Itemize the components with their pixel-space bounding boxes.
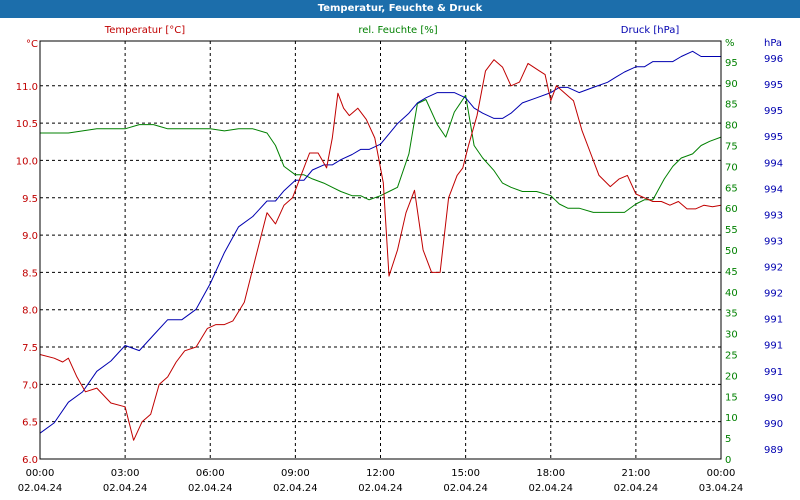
plot-frame [39, 40, 722, 460]
temperature-tick-label: 10.0 [16, 156, 38, 167]
chart-canvas: 00:00 02.04.24 03:00 02.04.24 06:00 02.04.24 0… [16, 25, 783, 494]
humidity-tick-label: 45 [725, 267, 738, 278]
humidity-tick-label: 80 [725, 121, 738, 132]
temperature-unit-label: °C [26, 39, 38, 50]
humidity-tick-label: 5 [725, 434, 731, 445]
legend-pressure: Druck [hPa] [621, 25, 680, 36]
humidity-tick-label: 20 [725, 371, 738, 382]
pressure-tick-label: 989 [764, 445, 783, 456]
pressure-tick-label: 995 [764, 132, 783, 143]
humidity-tick-label: 10 [725, 413, 738, 424]
temperature-tick-label: 9.0 [22, 231, 38, 242]
temperature-tick-label: 8.5 [22, 268, 38, 279]
x-tick-date: 02.04.24 [273, 483, 318, 494]
axes: 00:00 02.04.24 03:00 02.04.24 06:00 02.04.24 0… [16, 38, 783, 494]
pressure-tick-label: 994 [764, 184, 783, 195]
pressure-unit-label: hPa [764, 38, 782, 49]
x-tick-time: 18:00 [536, 468, 565, 479]
pressure-tick-label: 994 [764, 158, 783, 169]
x-tick-date: 02.04.24 [103, 483, 148, 494]
humidity-tick-label: 55 [725, 225, 738, 236]
humidity-tick-label: 90 [725, 79, 738, 90]
temperature-tick-label: 6.5 [22, 418, 38, 429]
x-tick-date: 02.04.24 [614, 483, 659, 494]
temperature-tick-label: 10.5 [16, 119, 38, 130]
x-tick-time: 00:00 [26, 468, 55, 479]
x-tick-date: 02.04.24 [18, 483, 63, 494]
humidity-tick-label: 95 [725, 58, 738, 69]
temperature-tick-label: 7.0 [22, 380, 38, 391]
pressure-tick-label: 996 [764, 54, 783, 65]
x-tick-time: 00:00 [707, 468, 736, 479]
temperature-tick-label: 8.0 [22, 306, 38, 317]
humidity-unit-label: % [725, 38, 735, 49]
humidity-tick-label: 0 [725, 455, 731, 466]
temperature-tick-label: 9.5 [22, 194, 38, 205]
humidity-tick-label: 50 [725, 246, 738, 257]
pressure-tick-label: 991 [764, 315, 783, 326]
grid-lines [39, 41, 722, 460]
humidity-series-line [40, 94, 722, 213]
legend-humidity: rel. Feuchte [%] [358, 25, 437, 36]
humidity-tick-label: 70 [725, 162, 738, 173]
temperature-tick-label: 6.0 [22, 455, 38, 466]
x-tick-date: 02.04.24 [358, 483, 403, 494]
humidity-tick-label: 40 [725, 288, 738, 299]
chart-title-bar: Temperatur, Feuchte & Druck [0, 0, 800, 18]
pressure-tick-label: 992 [764, 263, 783, 274]
x-tick-time: 06:00 [196, 468, 225, 479]
data-series [39, 50, 722, 441]
temperature-tick-label: 7.5 [22, 343, 38, 354]
x-tick-date: 02.04.24 [443, 483, 488, 494]
pressure-tick-label: 995 [764, 106, 783, 117]
x-tick-time: 03:00 [111, 468, 140, 479]
pressure-series-line [39, 50, 721, 434]
pressure-tick-label: 990 [764, 393, 783, 404]
x-tick-time: 09:00 [281, 468, 310, 479]
x-tick-date: 02.04.24 [528, 483, 573, 494]
x-tick-time: 15:00 [451, 468, 480, 479]
humidity-tick-label: 25 [725, 351, 738, 362]
humidity-tick-label: 15 [725, 392, 738, 403]
pressure-tick-label: 991 [764, 341, 783, 352]
humidity-tick-label: 65 [725, 183, 738, 194]
pressure-tick-label: 990 [764, 419, 783, 430]
pressure-tick-label: 991 [764, 367, 783, 378]
pressure-tick-label: 995 [764, 80, 783, 91]
temperature-tick-label: 11.0 [16, 82, 38, 93]
chart-title: Temperatur, Feuchte & Druck [317, 3, 483, 14]
temperature-series-line [39, 59, 722, 441]
humidity-tick-label: 35 [725, 309, 738, 320]
legend-temperature: Temperatur [°C] [104, 25, 185, 36]
x-tick-time: 12:00 [366, 468, 395, 479]
humidity-tick-label: 60 [725, 204, 738, 215]
pressure-tick-label: 992 [764, 289, 783, 300]
pressure-tick-label: 993 [764, 236, 783, 247]
pressure-tick-label: 993 [764, 210, 783, 221]
x-tick-date: 02.04.24 [188, 483, 233, 494]
humidity-tick-label: 30 [725, 330, 738, 341]
humidity-tick-label: 75 [725, 142, 738, 153]
x-tick-time: 21:00 [621, 468, 650, 479]
humidity-tick-label: 85 [725, 100, 738, 111]
x-tick-date: 03.04.24 [699, 483, 744, 494]
legend: Temperatur [°C] rel. Feuchte [%] Druck [hP… [104, 25, 680, 36]
